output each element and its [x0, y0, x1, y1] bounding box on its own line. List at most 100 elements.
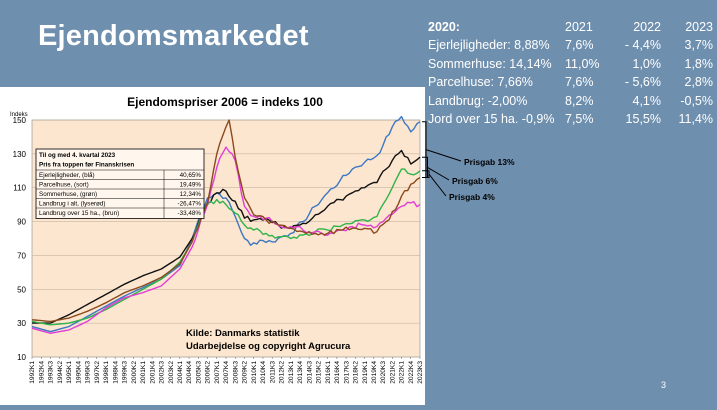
page-number: 3 [661, 380, 667, 390]
x-tick-label: 2012K2 [279, 361, 286, 384]
chart-panel: 10 30 50 70 90 110 130 150 1992K1 1992K4 1993K3 199… [0, 87, 425, 405]
stats-row: Jord over 15 ha. -0,9% 7,5% 15,5% 11,4% [428, 111, 713, 130]
stats-cell: 11,4% [678, 112, 713, 126]
stats-cell: - 5,6% [624, 75, 661, 89]
x-tick-label: 2008K3 [232, 361, 239, 384]
x-tick-label: 2020K3 [380, 361, 387, 384]
x-tick-label: 2010K1 [251, 361, 258, 384]
x-tick-label: 2017K3 [343, 361, 350, 384]
y-tick-label: 90 [17, 218, 26, 227]
legend-row-label: Landbrug i alt, (lyserød) [39, 201, 106, 208]
legend-row-value: -33,48% [178, 210, 202, 217]
x-tick-label: 2010K4 [260, 361, 267, 384]
x-tick-label: 2018K2 [353, 361, 360, 384]
stats-cell: Ejerlejligheder: 8,88% [428, 38, 550, 52]
x-tick-label: 2009K2 [242, 361, 249, 384]
y-tick-label: 110 [13, 184, 26, 193]
stats-header-cell: 2023 [685, 19, 713, 34]
price-gap-label: Prisgab 13% [464, 157, 515, 167]
y-tick-label: 130 [13, 150, 27, 159]
x-tick-label: 2007K1 [214, 361, 221, 384]
price-gap-pointer [428, 173, 447, 197]
x-tick-label: 2011K3 [269, 361, 276, 384]
series-line-sommerhuse [31, 168, 421, 326]
stats-header-row: 2020: 2021 2022 2023 [428, 18, 713, 37]
stats-cell: 11,0% [565, 56, 600, 71]
y-tick-label: 50 [17, 285, 26, 294]
x-tick-label: 2023K3 [417, 361, 424, 384]
series-line-ejerlejligheder [31, 115, 421, 333]
x-tick-label: 2015K2 [316, 361, 323, 384]
x-tick-label: 2007K4 [223, 361, 230, 384]
slide-title: Ejendomsmarkedet [38, 20, 309, 52]
x-tick-label: 1995K4 [75, 361, 82, 384]
x-tick-label: 2014K3 [306, 361, 313, 384]
legend-heading: Til og med 4. kvartal 2023 [39, 152, 116, 159]
series-line-jord [31, 119, 421, 323]
stats-cell: 1,8% [684, 56, 714, 71]
x-tick-label: 2019K4 [371, 361, 378, 384]
x-tick-label: 2019K1 [362, 361, 369, 384]
y-tick-label: 10 [17, 353, 26, 362]
legend-subheading: Pris fra toppen før Finanskrisen [39, 162, 134, 169]
price-gap-label: Prisgab 6% [452, 176, 498, 186]
y-tick-label: 70 [17, 251, 26, 260]
x-tick-label: 2013K4 [297, 361, 304, 384]
x-tick-label: 2005K3 [195, 361, 202, 384]
x-tick-label: 2002K3 [159, 361, 166, 384]
price-gap-pointer [427, 166, 450, 181]
y-tick-label: 30 [17, 319, 26, 328]
x-tick-label: 1998K1 [103, 361, 110, 384]
stats-header-cell: 2020: [428, 19, 460, 34]
stats-cell: - 4,4% [624, 38, 661, 52]
legend-row-value: 12,34% [180, 191, 202, 198]
x-tick-label: 2004K4 [186, 361, 193, 384]
stats-cell: 1,0% [632, 56, 662, 71]
legend-row-label: Landbrug over 15 ha., (brun) [39, 210, 119, 217]
stats-cell: Sommerhuse: 14,14% [428, 56, 552, 71]
x-tick-label: 2013K1 [288, 361, 295, 384]
x-tick-label: 1992K1 [29, 361, 36, 384]
x-tick-label: 1994K2 [57, 361, 64, 384]
stats-cell: Landbrug: -2,00% [428, 93, 528, 108]
x-tick-label: 1997K2 [94, 361, 101, 384]
x-tick-label: 2016K1 [325, 361, 332, 384]
x-tick-label: 2022K4 [408, 361, 415, 384]
stats-row: Landbrug: -2,00% 8,2% 4,1% -0,5% [428, 92, 713, 111]
stats-cell: Parcelhuse: 7,66% [428, 75, 533, 89]
stats-cell: 7,6% [565, 75, 594, 89]
stats-cell: 4,1% [632, 93, 662, 108]
x-tick-label: 1999K3 [122, 361, 129, 384]
x-tick-label: 2021K2 [389, 361, 396, 384]
price-gap-label: Prisgab 4% [449, 192, 495, 202]
x-tick-label: 2000K2 [131, 361, 138, 384]
legend-box [35, 148, 205, 219]
chart-title: Ejendomspriser 2006 = indeks 100 [127, 95, 323, 109]
stats-cell: 7,6% [565, 38, 594, 52]
stats-cell: 2,8% [684, 75, 714, 89]
stats-header-cell: 2022 [633, 19, 661, 34]
x-tick-label: 2006K2 [205, 361, 212, 384]
stats-cell: 3,7% [684, 38, 714, 52]
stats-row: Ejerlejligheder: 8,88% 7,6% - 4,4% 3,7% [428, 37, 713, 56]
legend-row-label: Ejerlejligheder, (blå) [39, 171, 95, 179]
legend-row-value: 40,65% [180, 172, 202, 179]
price-change-table: 2020: 2021 2022 2023 Ejerlejligheder: 8,88% 7… [428, 18, 713, 129]
y-axis-label: Indeks [10, 112, 28, 118]
x-tick-label: 2001K4 [149, 361, 156, 384]
stats-cell: -0,5% [680, 93, 713, 108]
legend-row-value: 19,49% [180, 182, 202, 189]
x-tick-label: 1996K3 [85, 361, 92, 384]
x-tick-label: 1995K1 [66, 361, 73, 384]
x-tick-label: 2004K1 [177, 361, 184, 384]
source-note: Kilde: Danmarks statistik [186, 328, 300, 339]
x-tick-label: 1993K3 [48, 361, 55, 384]
stats-header-cell: 2021 [565, 19, 593, 34]
x-tick-label: 2003K2 [168, 361, 175, 384]
x-tick-label: 2016K4 [334, 361, 341, 384]
x-tick-label: 1992K4 [38, 361, 45, 384]
stats-row: Sommerhuse: 14,14% 11,0% 1,0% 1,8% [428, 55, 713, 74]
source-note: Udarbejdelse og copyright Agrucura [186, 341, 351, 352]
series-line-parcelhuse [32, 149, 421, 324]
